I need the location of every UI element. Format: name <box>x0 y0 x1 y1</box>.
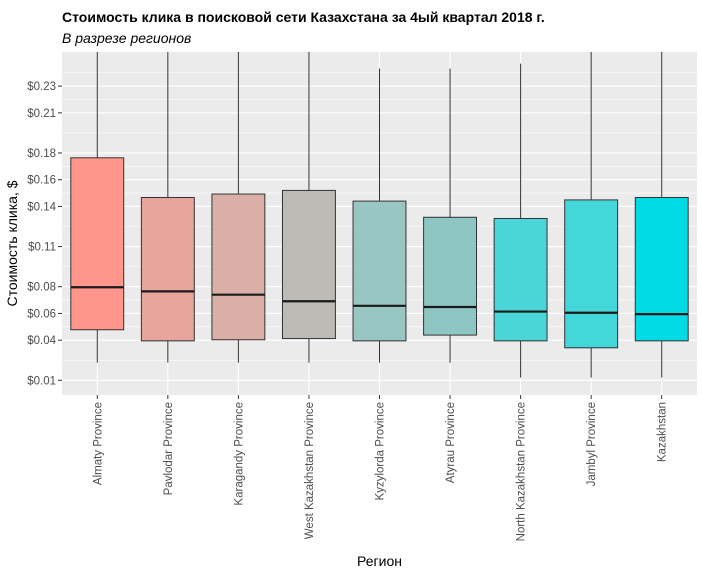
x-axis-title: Регион <box>357 553 402 569</box>
y-tick-label: $0.21 <box>27 108 56 120</box>
box-west-kazakhstan-province <box>281 189 336 340</box>
box-north-kazakhstan-province <box>493 217 548 342</box>
y-tick-label: $0.23 <box>27 81 56 93</box>
x-tick-label: Jambyl Province <box>586 402 598 486</box>
x-tick-label: Kyzylorda Province <box>375 402 387 500</box>
box-almaty-province <box>70 157 125 331</box>
y-tick-label: $0.04 <box>27 335 56 347</box>
y-tick-label: $0.01 <box>27 375 56 387</box>
x-tick-label: North Kazakhstan Province <box>516 402 528 541</box>
x-tick-label: Pavlodar Province <box>163 402 175 495</box>
y-tick-label: $0.18 <box>27 148 56 160</box>
chart-title: Стоимость клика в поисковой сети Казахст… <box>62 9 545 25</box>
y-axis-title: Стоимость клика, $ <box>4 180 20 306</box>
x-tick-label: West Kazakhstan Province <box>304 402 316 539</box>
box-jambyl-province <box>564 199 619 349</box>
x-tick-label: Kazakhstan <box>657 402 669 462</box>
y-tick-label: $0.16 <box>27 175 56 187</box>
box-atyrau-province <box>423 216 478 336</box>
box-kyzylorda-province <box>352 200 407 342</box>
y-tick-label: $0.11 <box>28 242 56 254</box>
box-kazakhstan <box>634 196 689 342</box>
box-karagandy-province <box>211 193 266 341</box>
y-tick-label: $0.08 <box>27 282 56 294</box>
y-tick-label: $0.06 <box>27 308 56 320</box>
y-tick-label: $0.14 <box>27 201 56 213</box>
chart-subtitle: В разрезе регионов <box>62 30 192 46</box>
x-tick-label: Karagandy Province <box>233 402 245 506</box>
x-tick-label: Atyrau Province <box>445 402 457 483</box>
box-pavlodar-province <box>140 196 195 342</box>
x-tick-label: Almaty Province <box>92 402 104 485</box>
